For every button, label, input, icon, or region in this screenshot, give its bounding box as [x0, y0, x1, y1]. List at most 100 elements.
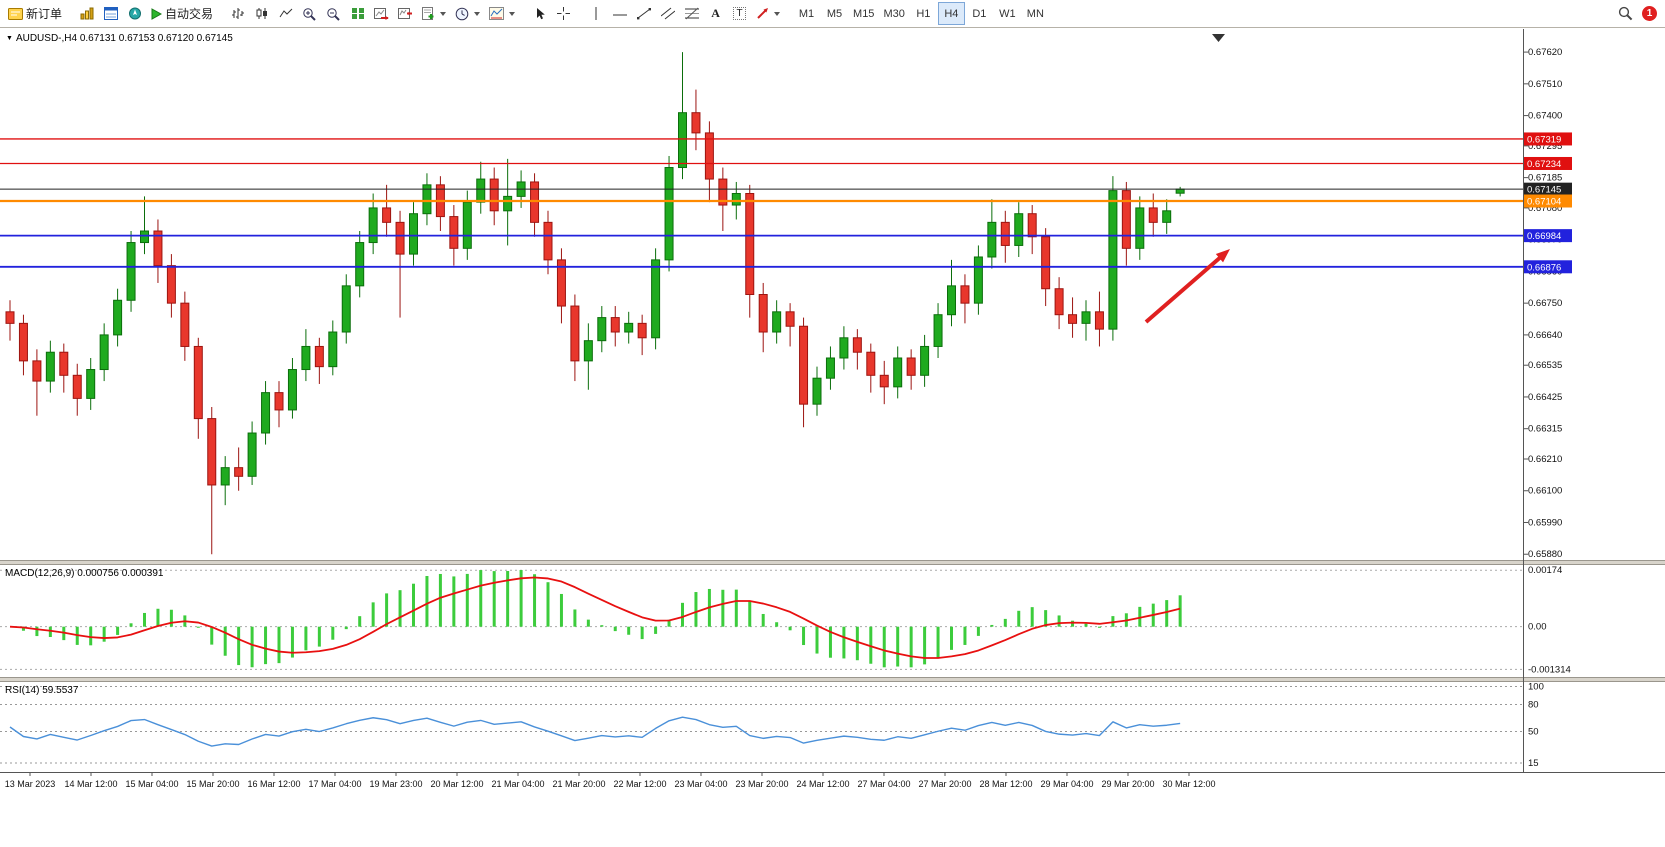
timeframe-m5-button[interactable]: M5 [821, 2, 848, 25]
svg-text:0.00: 0.00 [1528, 622, 1547, 633]
candlestick-chart-button[interactable] [250, 2, 273, 25]
fibonacci-button[interactable] [680, 2, 703, 25]
macd-panel: 0.00174 0.00 -0.001314 [0, 565, 1571, 675]
crosshair-icon [557, 7, 571, 20]
cursor-icon [536, 8, 545, 20]
timeframe-d1-button[interactable]: D1 [966, 2, 993, 25]
notification-badge: 1 [1642, 6, 1657, 21]
bar-chart-button[interactable] [226, 2, 249, 25]
svg-text:0.67295: 0.67295 [1528, 141, 1562, 152]
timeframe-h1-button[interactable]: H1 [910, 2, 937, 25]
search-icon [1618, 6, 1633, 21]
svg-text:29 Mar 04:00: 29 Mar 04:00 [1040, 779, 1093, 789]
vertical-line-button[interactable] [584, 2, 607, 25]
arrow-tool-icon [757, 8, 769, 19]
horizontal-line-icon [612, 14, 627, 16]
svg-text:0.66425: 0.66425 [1528, 392, 1562, 403]
auto-trading-label: 自动交易 [165, 7, 214, 21]
shift-marker-icon[interactable] [1212, 34, 1225, 42]
arrow-annotation[interactable] [1144, 249, 1230, 324]
horizontal-line-button[interactable] [608, 2, 631, 25]
ohlc-label: 0.67131 0.67153 0.67120 0.67145 [79, 33, 233, 44]
svg-text:0.67080: 0.67080 [1528, 203, 1562, 214]
channel-button[interactable] [656, 2, 679, 25]
line-chart-icon [279, 8, 292, 18]
auto-scroll-button[interactable] [370, 2, 393, 25]
price-badge [1524, 156, 1572, 170]
svg-text:0.66100: 0.66100 [1528, 486, 1562, 497]
panel-splitters[interactable] [0, 560, 1665, 682]
svg-text:0.66315: 0.66315 [1528, 424, 1562, 435]
svg-text:13 Mar 2023: 13 Mar 2023 [5, 779, 56, 789]
svg-text:15: 15 [1528, 758, 1539, 769]
zoom-in-button[interactable] [298, 2, 321, 25]
tile-windows-icon [351, 8, 364, 19]
new-order-button[interactable]: 新订单 [4, 2, 66, 25]
arrows-tool-button[interactable] [752, 2, 784, 25]
price-badge [1524, 182, 1572, 196]
timeframe-h4-button[interactable]: H4 [937, 2, 965, 25]
timeframe-m30-button[interactable]: M30 [879, 2, 908, 25]
timeframe-m1-button[interactable]: M1 [793, 2, 820, 25]
notifications-button[interactable]: 1 [1638, 2, 1661, 25]
text-tool-button[interactable]: A [704, 2, 727, 25]
cursor-button[interactable] [528, 2, 551, 25]
chart-canvas[interactable]: 0.67620 0.67510 0.67400 0.67295 0.67185 0.670… [0, 29, 1665, 847]
chart-region[interactable]: 0.67620 0.67510 0.67400 0.67295 0.67185 0.670… [0, 29, 1665, 847]
equidistant-channel-icon [660, 7, 675, 20]
data-window-button[interactable] [99, 2, 122, 25]
svg-text:15 Mar 04:00: 15 Mar 04:00 [125, 779, 178, 789]
auto-scroll-icon [374, 8, 389, 20]
svg-text:0.67400: 0.67400 [1528, 111, 1562, 122]
templates-button[interactable] [485, 2, 519, 25]
search-button[interactable] [1614, 2, 1637, 25]
new-order-icon [8, 7, 23, 20]
period-clock-icon [455, 7, 469, 20]
line-chart-button[interactable] [274, 2, 297, 25]
svg-text:0.00174: 0.00174 [1528, 565, 1562, 576]
svg-text:50: 50 [1528, 727, 1539, 738]
axis-frame [0, 29, 1665, 773]
trendline-button[interactable] [632, 2, 655, 25]
bar-chart-icon [231, 8, 244, 19]
svg-text:27 Mar 20:00: 27 Mar 20:00 [918, 779, 971, 789]
crosshair-button[interactable] [552, 2, 575, 25]
collapse-triangle-icon[interactable]: ▼ [6, 35, 13, 42]
svg-text:0.67319: 0.67319 [1527, 134, 1561, 145]
navigator-button[interactable] [123, 2, 146, 25]
svg-text:30 Mar 12:00: 30 Mar 12:00 [1162, 779, 1215, 789]
svg-text:21 Mar 04:00: 21 Mar 04:00 [491, 779, 544, 789]
svg-text:0.67510: 0.67510 [1528, 79, 1562, 90]
new-chart-button[interactable] [418, 2, 450, 25]
auto-trading-button[interactable]: 自动交易 [147, 2, 217, 25]
text-label-button[interactable]: T [728, 2, 751, 25]
market-watch-button[interactable] [75, 2, 98, 25]
svg-text:17 Mar 04:00: 17 Mar 04:00 [308, 779, 361, 789]
trendline-icon [636, 8, 651, 20]
price-badge [1524, 260, 1572, 274]
zoom-out-icon [327, 7, 340, 21]
svg-text:27 Mar 04:00: 27 Mar 04:00 [857, 779, 910, 789]
symbol-label: AUDUSD-,H4 [15, 33, 78, 44]
candles-layer [5, 52, 1185, 555]
navigator-icon [128, 7, 141, 20]
periods-button[interactable] [451, 2, 484, 25]
timeframe-m15-button[interactable]: M15 [849, 2, 878, 25]
dropdown-caret-icon [474, 11, 481, 16]
zoom-out-button[interactable] [322, 2, 345, 25]
new-chart-icon [422, 7, 434, 20]
timeframe-w1-button[interactable]: W1 [994, 2, 1021, 25]
chart-shift-button[interactable] [394, 2, 417, 25]
svg-text:16 Mar 12:00: 16 Mar 12:00 [247, 779, 300, 789]
svg-text:19 Mar 23:00: 19 Mar 23:00 [369, 779, 422, 789]
time-axis[interactable]: 13 Mar 2023 14 Mar 12:00 15 Mar 04:00 15 Ma… [5, 772, 1216, 789]
tile-windows-button[interactable] [346, 2, 369, 25]
svg-text:0.65880: 0.65880 [1528, 549, 1562, 560]
timeframe-mn-button[interactable]: MN [1022, 2, 1049, 25]
macd-indicator-label: MACD(12,26,9) 0.000756 0.000391 [5, 568, 164, 579]
auto-trading-play-icon [151, 7, 163, 20]
toolbar-separator [579, 4, 581, 23]
svg-text:0.66640: 0.66640 [1528, 330, 1562, 341]
svg-text:20 Mar 12:00: 20 Mar 12:00 [430, 779, 483, 789]
